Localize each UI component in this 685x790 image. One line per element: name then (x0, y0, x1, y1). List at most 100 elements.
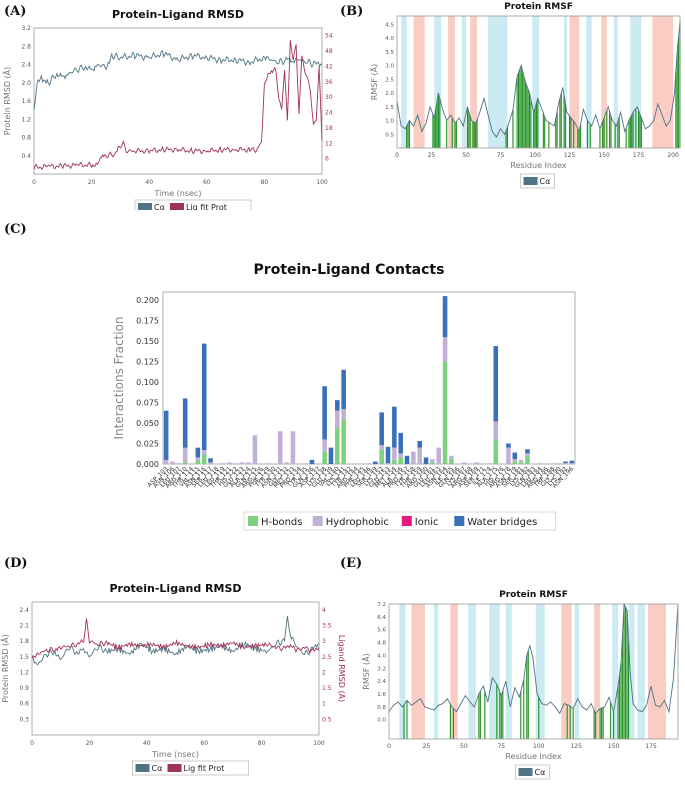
chart-d-y2tick-label: 4 (322, 607, 326, 614)
chart-c-bar-water-bridge (398, 432, 403, 454)
chart-c-bar-hydrophobic (461, 462, 467, 464)
chart-a-y2tick-label: 24 (325, 110, 333, 117)
chart-e-ytick-label: 4.0 (377, 653, 386, 659)
chart-e-helix-band (561, 604, 572, 739)
chart-d-y2tick-label: 0.5 (322, 716, 332, 723)
chart-a-ytick-label: 3.2 (21, 25, 31, 32)
chart-e-strand-band (505, 604, 512, 739)
chart-c-bar-water-bridge (385, 446, 391, 464)
chart-c-bar-hydrophobic (550, 463, 556, 464)
chart-c-legend-label: Water bridges (467, 517, 537, 528)
chart-a-xtick-label: 40 (145, 179, 153, 186)
chart-d-title: Protein-Ligand RMSD (109, 582, 241, 595)
chart-c-bar-hbond (398, 457, 403, 464)
chart-a-rmsd: Protein-Ligand RMSD 0 20 40 60 80 100 0.4 0.8 1.2… (1, 8, 333, 210)
chart-c-bar-hydrophobic (366, 463, 372, 464)
chart-c-bar-hbond (392, 459, 397, 464)
chart-a-xtick-label: 60 (203, 179, 211, 186)
chart-d-ytick-label: 1.5 (19, 654, 29, 661)
chart-a-frame (33, 27, 323, 175)
chart-a-ytick-label: 1.2 (21, 116, 31, 123)
chart-e-helix-band (411, 604, 425, 739)
chart-e-ytick-label: 2.4 (377, 679, 386, 685)
chart-c-bar-hydrophobic (506, 447, 511, 464)
chart-a-y2tick-label: 54 (325, 33, 333, 40)
chart-b-helix-band (470, 16, 478, 148)
chart-a-series-calpha (33, 50, 323, 111)
chart-a-legend-box (134, 199, 252, 210)
chart-c-bar-hydrophobic (512, 459, 518, 462)
chart-c-bar-hbond (335, 427, 340, 464)
chart-c-legend-label: Hydrophobic (326, 517, 389, 528)
chart-c-bar-water-bridge (195, 447, 201, 458)
chart-d-xtick-label: 20 (86, 740, 94, 747)
chart-c-bar-water-bridge (341, 369, 346, 410)
chart-e-xlabel: Residue Index (505, 752, 561, 761)
chart-d-ytick-label: 0.9 (19, 685, 29, 692)
chart-c-contacts: Protein-Ligand Contacts 0.000 0.025 0.050 0.… (112, 262, 576, 531)
chart-b-strand-band (401, 16, 407, 148)
chart-c-ytick-label: 0.125 (136, 358, 159, 367)
chart-c-bar-hydrophobic (537, 463, 543, 464)
chart-c-bar-hydrophobic (430, 459, 435, 463)
chart-c-legend-swatch (248, 516, 258, 526)
chart-c-legend-label: H-bonds (261, 517, 303, 528)
chart-c-bar-hydrophobic (385, 463, 391, 464)
chart-b-xtick-label: 200 (667, 152, 679, 159)
panel-label-c: (C) (4, 222, 27, 237)
chart-a-series-ligfit (33, 40, 323, 170)
chart-d-ytick-label: 2.4 (19, 607, 29, 614)
chart-b-frame (396, 15, 681, 149)
chart-c-bar-hydrophobic (392, 447, 397, 460)
chart-c-legend-label: Ionic (415, 517, 439, 528)
chart-b-xtick-label: 100 (529, 152, 541, 159)
chart-b-helix-band (601, 16, 607, 148)
chart-c-title: Protein-Ligand Contacts (254, 262, 445, 278)
chart-d-xtick-label: 40 (143, 740, 151, 747)
chart-e-ylabel: RMSF (Å) (360, 653, 371, 689)
chart-e-xtick-label: 150 (608, 743, 620, 750)
chart-c-bar-hydrophobic (303, 463, 308, 464)
panel-label-d: (D) (4, 556, 28, 571)
chart-d-ytick-label: 2.1 (19, 622, 29, 629)
chart-c-ytick-label: 0.150 (136, 337, 159, 346)
chart-e-legend-box (515, 764, 550, 780)
chart-e-xtick-label: 25 (423, 743, 431, 750)
chart-e-strand-band (574, 604, 580, 739)
chart-c-bar-water-bridge (379, 412, 384, 446)
chart-e-xtick-label: 75 (497, 743, 505, 750)
chart-b-ytick-label: 1.5 (385, 105, 394, 111)
chart-e-series-calpha (388, 603, 679, 715)
chart-e-ytick-label: 4.8 (377, 641, 386, 647)
chart-c-bar-hydrophobic (227, 462, 232, 464)
chart-d-legend-swatch (167, 764, 182, 772)
chart-a-xtick-label: 20 (88, 179, 96, 186)
chart-c-bar-hydrophobic (493, 421, 499, 440)
chart-d-xtick-label: 0 (30, 740, 34, 747)
chart-c-bar-hydrophobic (563, 463, 568, 464)
chart-c-bar-hydrophobic (335, 410, 340, 428)
chart-c-legend-swatch (401, 516, 412, 526)
chart-c-frame (162, 291, 576, 465)
chart-d-y2label: Ligand RMSD (Å) (337, 635, 345, 702)
chart-b-ytick-label: 4.0 (385, 36, 394, 42)
chart-a-legend-label: Lig fit Prot (186, 203, 227, 210)
chart-e-strand-band (489, 604, 500, 739)
chart-a-y2tick-label: 30 (325, 94, 333, 101)
chart-c-bar-hydrophobic (474, 462, 480, 464)
chart-b-strand-band (488, 16, 508, 148)
chart-a-ylabel: Protein RMSD (Å) (1, 67, 12, 136)
chart-e-helix-band (648, 604, 667, 739)
chart-a-legend-swatch (170, 203, 184, 210)
chart-c-ytick-label: 0.200 (136, 296, 159, 305)
chart-b-ytick-label: 1.0 (385, 119, 394, 125)
chart-c-bar-hydrophobic (239, 462, 245, 464)
chart-c-ytick-label: 0.075 (136, 399, 159, 408)
chart-c-bar-water-bridge (208, 458, 213, 463)
chart-d-y2tick-label: 1 (322, 701, 326, 708)
chart-d-xtick-label: 60 (200, 740, 208, 747)
chart-a-ytick-label: 1.6 (21, 98, 31, 105)
chart-d-legend-label: Lig fit Prot (184, 764, 225, 773)
chart-e-ytick-label: 5.6 (377, 628, 386, 634)
chart-e-legend-label: Cα (535, 768, 546, 777)
